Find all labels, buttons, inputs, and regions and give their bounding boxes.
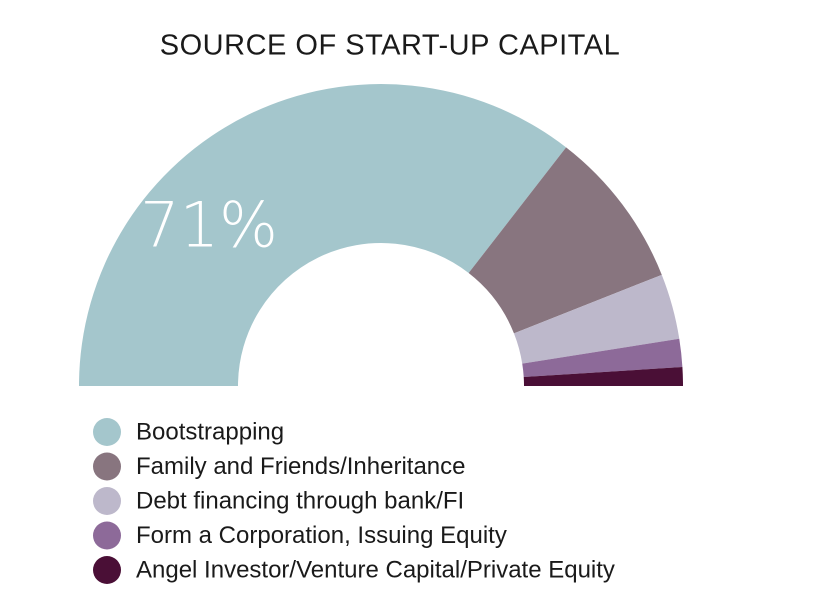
legend-label: Family and Friends/Inheritance [136,453,465,480]
chart-title: SOURCE OF START-UP CAPITAL [160,30,620,62]
legend-swatch [93,418,121,446]
legend-swatch [93,521,121,550]
segment [523,367,683,386]
legend-swatch [93,556,121,584]
segment [79,84,567,387]
legend-swatch [93,452,121,481]
legend-label: Angel Investor/Venture Capital/Private E… [136,556,615,583]
legend-label: Bootstrapping [136,418,284,445]
segment [513,274,680,364]
legend-label: Debt financing through bank/FI [136,487,464,514]
legend-label: Form a Corporation, Issuing Equity [136,522,507,549]
legend-swatch [93,487,121,515]
value-label: 71% [140,189,278,262]
segment [522,338,683,378]
segment [468,147,662,334]
